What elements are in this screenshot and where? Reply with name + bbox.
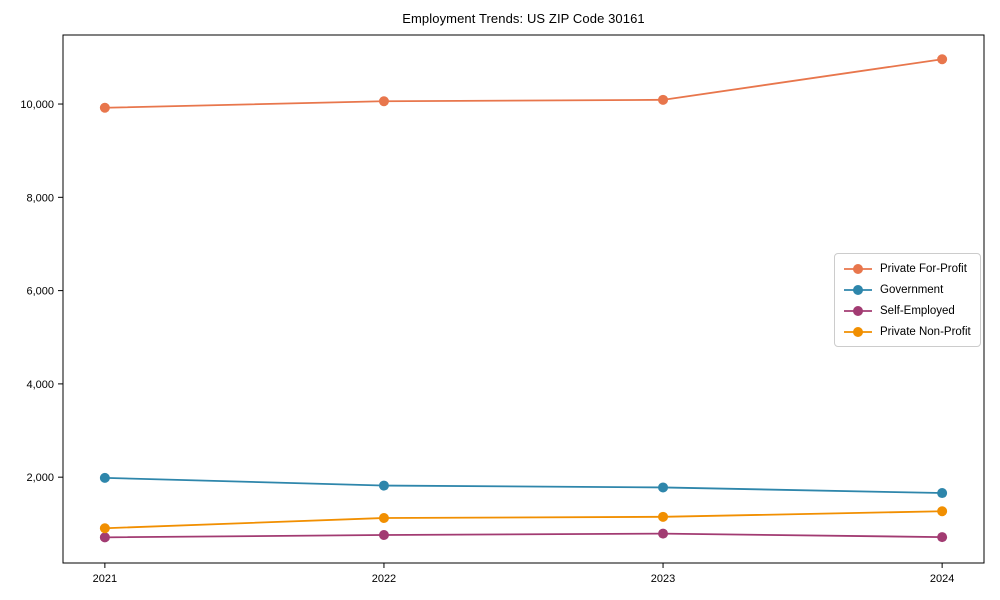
legend-marker-icon (844, 305, 872, 316)
y-tick-label: 8,000 (26, 192, 54, 204)
data-point-private-for-profit (658, 94, 669, 105)
legend-item: Government (843, 280, 972, 300)
series-line-private-non-profit (104, 510, 943, 530)
legend-item: Self-Employed (843, 301, 972, 321)
data-point-government (937, 488, 948, 499)
legend-marker-icon (844, 263, 872, 274)
y-tick-label: 6,000 (26, 286, 54, 298)
data-point-government (658, 482, 669, 493)
x-tick-label: 2022 (372, 573, 396, 585)
data-point-private-non-profit (99, 523, 110, 534)
y-tick-label: 2,000 (26, 472, 54, 484)
series-line-private-for-profit (104, 58, 943, 109)
data-point-private-for-profit (937, 54, 948, 65)
data-point-self-employed (658, 528, 669, 539)
chart-title: Employment Trends: US ZIP Code 30161 (402, 11, 645, 26)
legend-marker-icon (844, 326, 872, 337)
data-point-private-non-profit (378, 512, 389, 523)
legend-label: Government (880, 283, 944, 296)
y-tick-label: 10,000 (20, 99, 54, 111)
axes-spines (62, 34, 985, 564)
series-line-government (104, 476, 943, 494)
data-point-private-non-profit (658, 511, 669, 522)
legend-marker-icon (844, 284, 872, 295)
legend-item: Private Non-Profit (843, 322, 972, 342)
legend-label: Self-Employed (880, 304, 955, 317)
legend-label: Private For-Profit (880, 262, 967, 275)
data-point-government (378, 480, 389, 491)
data-point-government (99, 472, 110, 483)
series-line-self-employed (104, 532, 943, 539)
x-tick-label: 2021 (93, 573, 117, 585)
x-tick-label: 2023 (651, 573, 675, 585)
legend: Private For-Profit Government Self-Employe… (834, 253, 981, 347)
data-point-private-for-profit (99, 102, 110, 113)
y-tick-label: 4,000 (26, 379, 54, 391)
legend-label: Private Non-Profit (880, 325, 971, 338)
data-point-self-employed (99, 532, 110, 543)
data-point-self-employed (378, 530, 389, 541)
data-point-private-for-profit (378, 96, 389, 107)
data-point-self-employed (937, 532, 948, 543)
x-tick-label: 2024 (930, 573, 954, 585)
legend-item: Private For-Profit (843, 259, 972, 279)
data-point-private-non-profit (937, 506, 948, 517)
